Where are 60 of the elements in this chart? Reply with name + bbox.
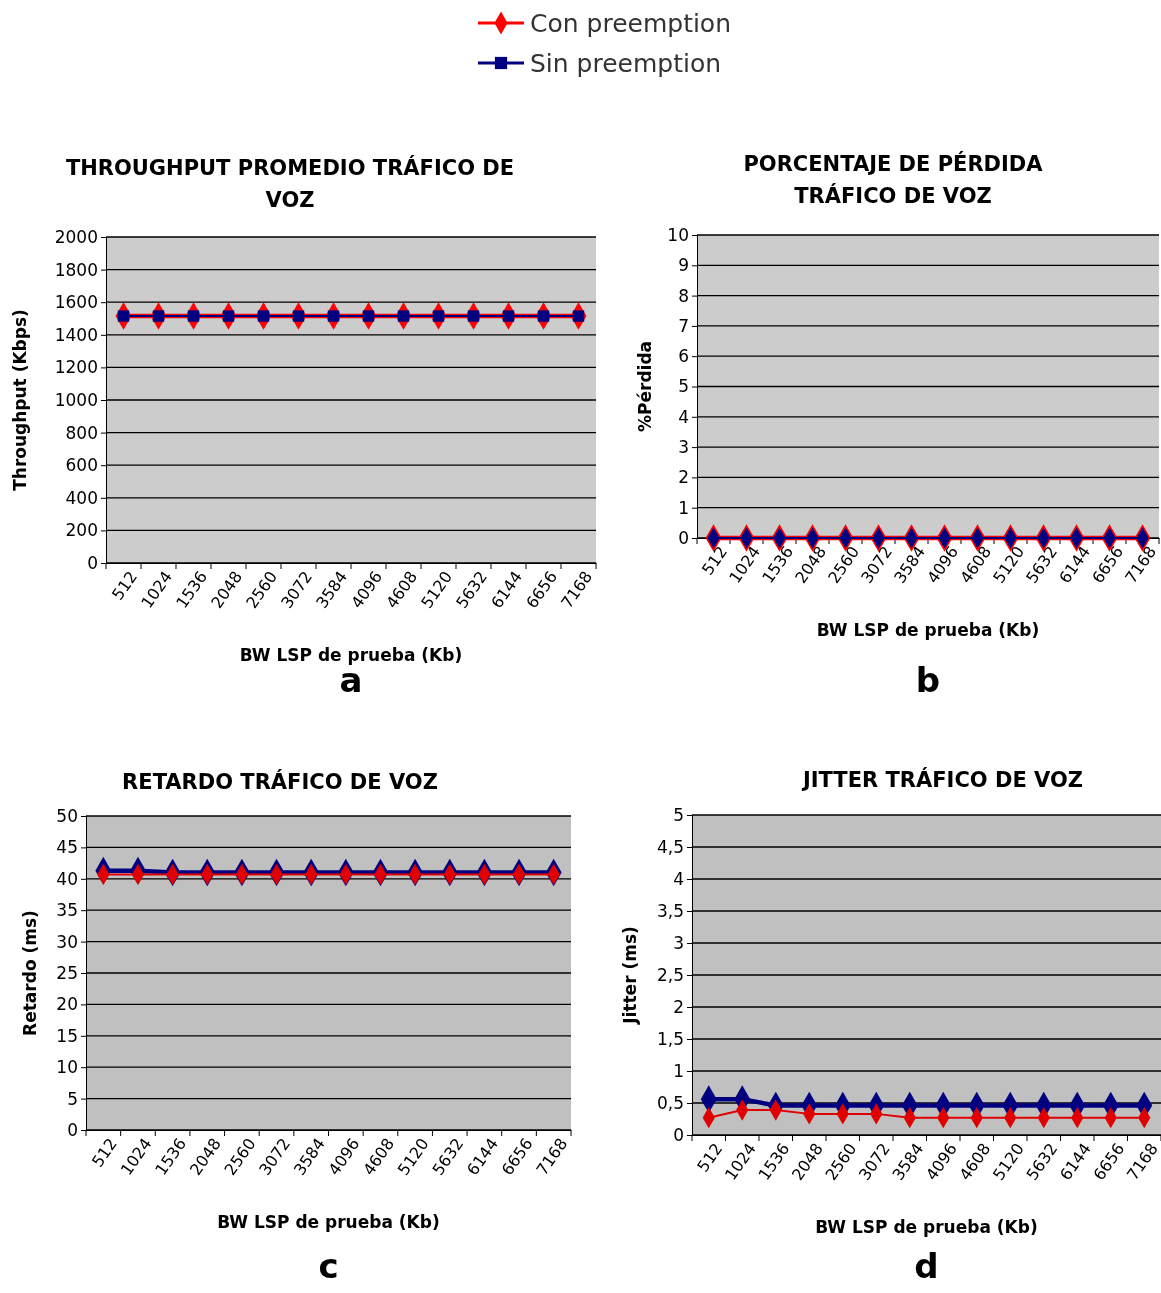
y-tick-label: 6: [678, 346, 689, 367]
y-tick-label: 4: [673, 868, 684, 889]
y-axis-title: Retardo (ms): [19, 910, 40, 1036]
text: d: [914, 1246, 939, 1286]
y-tick-label: 10: [667, 224, 689, 245]
y-tick-label: 1000: [54, 389, 98, 410]
x-axis-title: BW LSP de prueba (Kb): [815, 1217, 1038, 1237]
y-tick-label: 4: [678, 406, 689, 427]
y-axis-title: %Pérdida: [634, 340, 655, 433]
y-tick-label: 0: [673, 1124, 684, 1145]
y-tick-label: 200: [65, 520, 98, 541]
y-tick-label: 2: [678, 467, 689, 488]
y-tick-label: 5: [67, 1088, 78, 1109]
y-tick-label: 3: [678, 437, 689, 458]
y-axis-title: Jitter (ms): [619, 926, 640, 1025]
y-tick-label: 25: [56, 962, 78, 983]
y-tick-label: 1800: [54, 259, 98, 280]
y-tick-label: 2: [673, 996, 684, 1017]
y-tick-label: 800: [65, 422, 98, 443]
y-tick-label: 9: [678, 255, 689, 276]
y-tick-label: 15: [56, 1025, 78, 1046]
legend-label: Con preemption: [530, 8, 732, 38]
y-tick-label: 1200: [54, 357, 98, 378]
y-tick-label: 0: [678, 527, 689, 548]
y-tick-label: 40: [56, 868, 78, 889]
y-tick-label: 8: [678, 285, 689, 306]
y-tick-label: 2,5: [656, 964, 684, 985]
y-tick-label: 600: [65, 455, 98, 476]
y-axis-title: Throughput (Kbps): [9, 309, 30, 491]
y-tick-label: 5: [678, 376, 689, 397]
x-axis-title: BW LSP de prueba (Kb): [816, 620, 1040, 640]
y-tick-label: 0,5: [656, 1092, 684, 1113]
y-tick-label: 1: [678, 497, 689, 518]
y-tick-label: 3,5: [656, 900, 684, 921]
y-tick-label: 5: [673, 804, 684, 825]
chart-title: THROUGHPUT PROMEDIO TRÁFICO DE VOZ: [65, 155, 515, 212]
y-tick-label: 1400: [54, 324, 98, 345]
y-tick-label: 10: [56, 1057, 78, 1078]
y-tick-label: 3: [673, 932, 684, 953]
y-tick-label: 35: [56, 900, 78, 921]
chart-title: RETARDO TRÁFICO DE VOZ: [122, 769, 438, 794]
text: c: [318, 1246, 339, 1286]
y-tick-label: 50: [56, 805, 78, 826]
chart-title: PORCENTAJE DE PÉRDIDA TRÁFICO DE VOZ: [743, 151, 1044, 208]
y-tick-label: 30: [56, 931, 78, 952]
y-tick-label: 1,5: [656, 1028, 684, 1049]
y-tick-label: 1600: [54, 292, 98, 313]
y-tick-label: 0: [67, 1119, 78, 1140]
x-axis-title: BW LSP de prueba (Kb): [217, 1212, 440, 1232]
y-tick-label: 1: [673, 1060, 684, 1081]
y-tick-label: 2000: [54, 226, 98, 247]
y-tick-label: 0: [87, 552, 98, 573]
legend-label: Sin preemption: [530, 48, 722, 78]
y-tick-label: 7: [678, 315, 689, 336]
y-tick-label: 4,5: [656, 836, 684, 857]
y-tick-label: 45: [56, 837, 78, 858]
y-tick-label: 20: [56, 994, 78, 1015]
chart-title: JITTER TRÁFICO DE VOZ: [800, 767, 1084, 792]
text: b: [915, 660, 941, 700]
y-tick-label: 400: [65, 487, 98, 508]
